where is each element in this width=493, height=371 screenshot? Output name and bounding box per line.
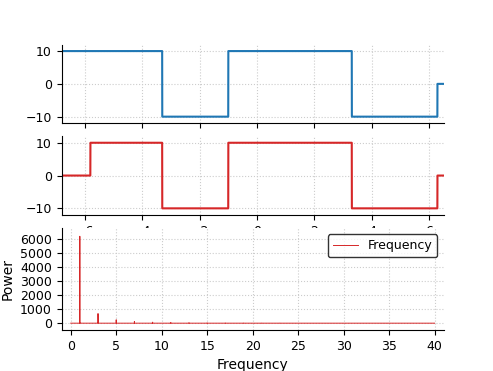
Legend: Frequency: Frequency <box>328 234 437 257</box>
X-axis label: Frequency Domain: Frequency Domain <box>181 249 324 264</box>
X-axis label: Frequency: Frequency <box>217 358 288 371</box>
Y-axis label: Power: Power <box>0 258 14 300</box>
